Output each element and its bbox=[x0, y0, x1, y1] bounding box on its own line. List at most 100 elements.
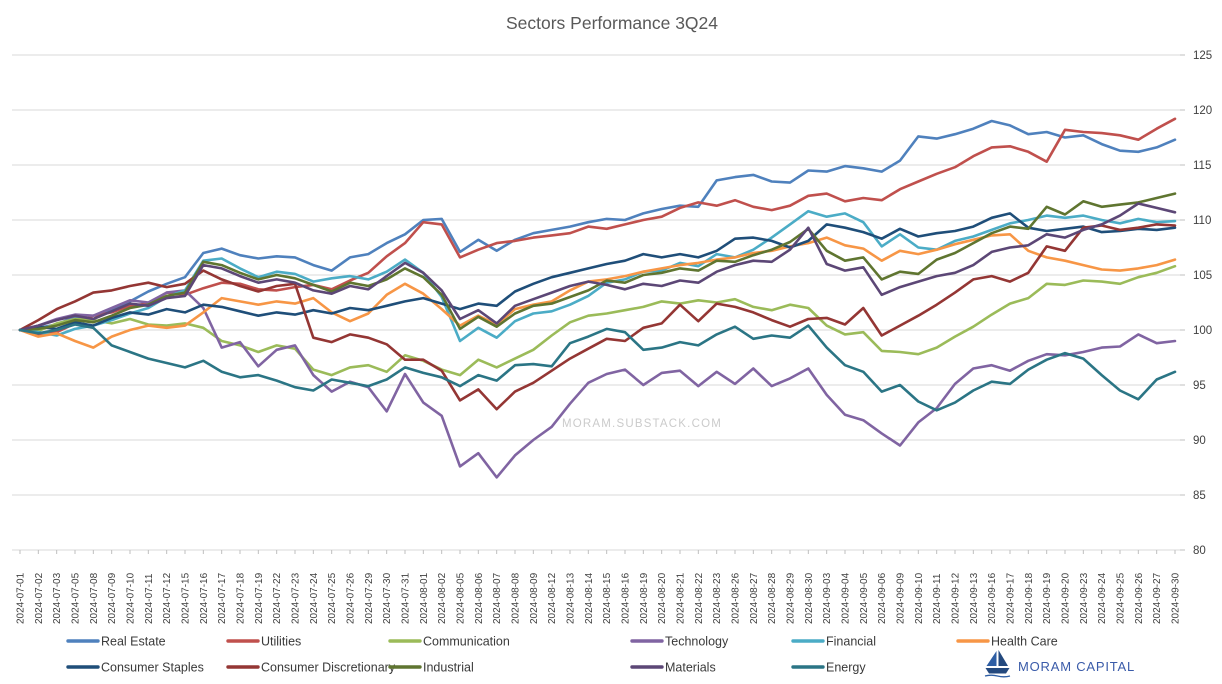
x-axis-label: 2024-08-15 bbox=[602, 572, 613, 624]
legend: Real Estate Utilities Communication Technol… bbox=[66, 635, 1058, 675]
legend-item-industrial: Industrial bbox=[388, 661, 474, 675]
series-line-materials bbox=[18, 202, 1177, 332]
y-axis-label: 80 bbox=[1193, 545, 1206, 557]
x-axis-label: 2024-08-27 bbox=[749, 572, 760, 624]
x-axis-label: 2024-08-22 bbox=[694, 572, 705, 624]
watermark: MORAM.SUBSTACK.COM bbox=[562, 418, 722, 430]
sailboat-icon bbox=[984, 650, 1011, 678]
x-axis-label: 2024-08-02 bbox=[437, 572, 448, 624]
x-axis-label: 2024-08-12 bbox=[547, 572, 558, 624]
legend-item-utilities: Utilities bbox=[226, 635, 301, 649]
legend-item-health-care: Health Care bbox=[956, 635, 1058, 649]
series-line-industrial bbox=[18, 192, 1177, 332]
y-axis-label: 110 bbox=[1193, 215, 1211, 227]
x-axis-label: 2024-07-12 bbox=[162, 572, 173, 624]
series-line-energy bbox=[18, 323, 1177, 412]
x-axis-label: 2024-09-23 bbox=[1079, 572, 1090, 624]
legend-label: Communication bbox=[423, 635, 510, 649]
x-axis-label: 2024-09-12 bbox=[951, 572, 962, 624]
x-axis-label: 2024-07-15 bbox=[181, 572, 192, 624]
x-axis-label: 2024-08-30 bbox=[804, 572, 815, 624]
legend-label: Health Care bbox=[991, 635, 1058, 649]
y-axis-label: 120 bbox=[1193, 105, 1212, 117]
x-axis-label: 2024-09-25 bbox=[1116, 572, 1127, 624]
x-axis-label: 2024-09-17 bbox=[1006, 572, 1017, 624]
x-axis-label: 2024-08-26 bbox=[731, 572, 742, 624]
legend-item-real-estate: Real Estate bbox=[66, 635, 166, 649]
x-axis-label: 2024-09-19 bbox=[1042, 572, 1053, 624]
x-axis-label: 2024-09-20 bbox=[1061, 572, 1072, 624]
y-axis-label: 115 bbox=[1193, 160, 1211, 172]
x-axis-label: 2024-07-18 bbox=[236, 572, 247, 624]
logo-text: MORAM CAPITAL bbox=[1018, 659, 1135, 674]
x-axis-label: 2024-09-30 bbox=[1171, 572, 1182, 624]
y-axis-label: 90 bbox=[1193, 435, 1206, 447]
x-axis-label: 2024-08-29 bbox=[786, 572, 797, 624]
x-axis-label: 2024-07-09 bbox=[107, 572, 118, 624]
series-line-financial bbox=[18, 209, 1177, 343]
x-axis-label: 2024-08-28 bbox=[767, 572, 778, 624]
x-axis-label: 2024-09-06 bbox=[877, 572, 888, 624]
series-line-real-estate bbox=[18, 119, 1177, 332]
x-axis-label: 2024-09-13 bbox=[969, 572, 980, 624]
legend-item-financial: Financial bbox=[791, 635, 876, 649]
x-axis-label: 2024-07-31 bbox=[401, 572, 412, 624]
x-axis-label: 2024-07-25 bbox=[327, 572, 338, 624]
y-axis-label: 85 bbox=[1193, 490, 1206, 502]
legend-label: Financial bbox=[826, 635, 876, 649]
y-axis-label: 95 bbox=[1193, 380, 1206, 392]
series-line-consumer-staples bbox=[18, 212, 1177, 332]
axis-layer: 80 85 90 95 100 105 110 115 120 125 2024-07-01 2024… bbox=[16, 50, 1213, 624]
grid-layer bbox=[12, 54, 1180, 551]
legend-item-communication: Communication bbox=[388, 635, 510, 649]
x-axis-label: 2024-08-21 bbox=[676, 572, 687, 624]
x-axis-label: 2024-08-05 bbox=[456, 572, 467, 624]
x-axis-label: 2024-09-11 bbox=[932, 573, 943, 624]
x-axis-label: 2024-07-01 bbox=[16, 572, 27, 624]
x-axis-label: 2024-08-07 bbox=[492, 572, 503, 624]
legend-label: Utilities bbox=[261, 635, 301, 649]
legend-label: Technology bbox=[665, 635, 729, 649]
series-line-consumer-discretionary bbox=[18, 223, 1177, 411]
x-axis-label: 2024-08-09 bbox=[529, 572, 540, 624]
x-axis-label: 2024-09-03 bbox=[822, 572, 833, 624]
x-axis-label: 2024-07-17 bbox=[217, 572, 228, 624]
x-axis-label: 2024-07-29 bbox=[364, 572, 375, 624]
x-axis-label: 2024-07-02 bbox=[34, 572, 45, 624]
x-axis-label: 2024-07-30 bbox=[382, 572, 393, 624]
x-axis-label: 2024-08-20 bbox=[657, 572, 668, 624]
x-axis-label: 2024-08-23 bbox=[712, 572, 723, 624]
legend-item-materials: Materials bbox=[630, 661, 716, 675]
legend-item-technology: Technology bbox=[630, 635, 729, 649]
x-axis-label: 2024-07-08 bbox=[89, 572, 100, 624]
x-axis-label: 2024-09-26 bbox=[1134, 572, 1145, 624]
legend-label: Real Estate bbox=[101, 635, 166, 649]
series-layer bbox=[18, 117, 1177, 479]
y-axis-label: 105 bbox=[1193, 270, 1212, 282]
legend-label: Consumer Staples bbox=[101, 661, 204, 675]
x-axis-label: 2024-08-16 bbox=[621, 572, 632, 624]
series-line-technology bbox=[18, 289, 1177, 479]
x-axis-label: 2024-07-26 bbox=[346, 572, 357, 624]
legend-item-energy: Energy bbox=[791, 661, 866, 675]
legend-label: Materials bbox=[665, 661, 716, 675]
x-axis-label: 2024-09-27 bbox=[1152, 572, 1163, 624]
x-axis-label: 2024-08-08 bbox=[511, 572, 522, 624]
chart-title: Sectors Performance 3Q24 bbox=[506, 13, 718, 33]
y-axis-label: 100 bbox=[1193, 325, 1212, 337]
x-axis-label: 2024-07-10 bbox=[126, 572, 137, 624]
legend-item-consumer-discretionary: Consumer Discretionary bbox=[226, 661, 396, 675]
x-axis-label: 2024-08-14 bbox=[584, 572, 595, 624]
x-axis-label: 2024-08-13 bbox=[566, 572, 577, 624]
legend-label: Industrial bbox=[423, 661, 474, 675]
x-axis-label: 2024-07-19 bbox=[254, 572, 265, 624]
legend-item-consumer-staples: Consumer Staples bbox=[66, 661, 204, 675]
x-axis-label: 2024-09-05 bbox=[859, 572, 870, 624]
x-axis-label: 2024-09-18 bbox=[1024, 572, 1035, 624]
x-axis-label: 2024-07-23 bbox=[291, 572, 302, 624]
x-axis-label: 2024-09-04 bbox=[841, 572, 852, 624]
legend-label: Energy bbox=[826, 661, 866, 675]
y-axis-label: 125 bbox=[1193, 50, 1212, 62]
x-axis-label: 2024-07-16 bbox=[199, 572, 210, 624]
